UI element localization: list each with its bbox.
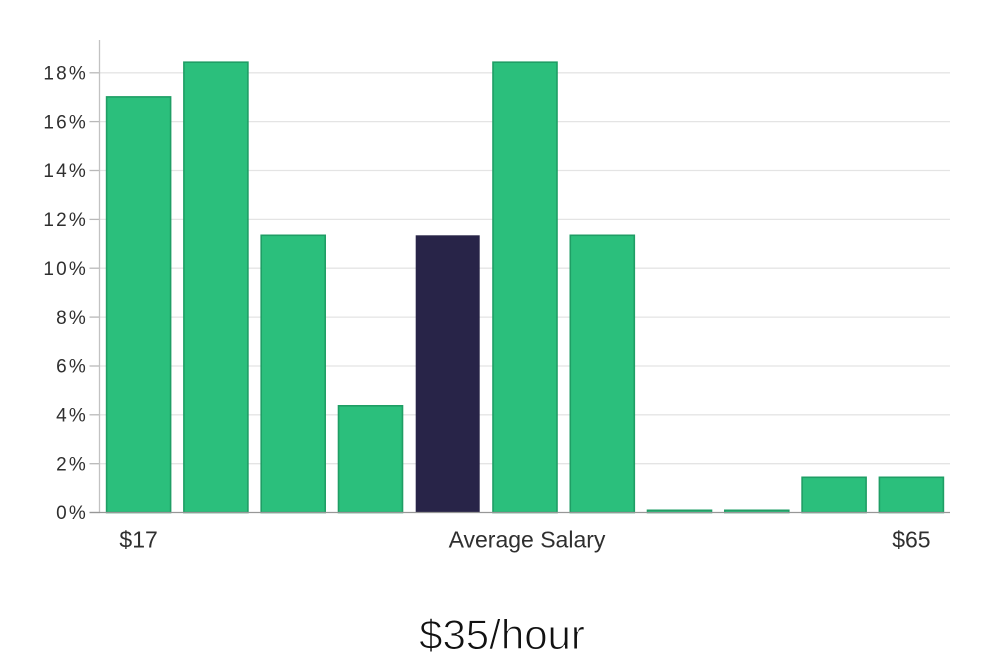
svg-text:14%: 14% (43, 161, 88, 182)
svg-text:0%: 0% (56, 503, 88, 524)
svg-text:8%: 8% (56, 308, 88, 329)
svg-text:6%: 6% (56, 357, 88, 378)
svg-text:10%: 10% (43, 259, 88, 280)
svg-text:12%: 12% (43, 210, 88, 231)
svg-text:$17: $17 (119, 527, 157, 553)
svg-text:$65: $65 (892, 527, 930, 553)
svg-text:16%: 16% (43, 112, 88, 133)
svg-text:2%: 2% (56, 454, 88, 475)
svg-text:4%: 4% (56, 406, 88, 427)
svg-text:Average Salary: Average Salary (449, 527, 606, 553)
svg-text:18%: 18% (43, 64, 88, 85)
svg-text:$35/hour: $35/hour (419, 611, 585, 658)
